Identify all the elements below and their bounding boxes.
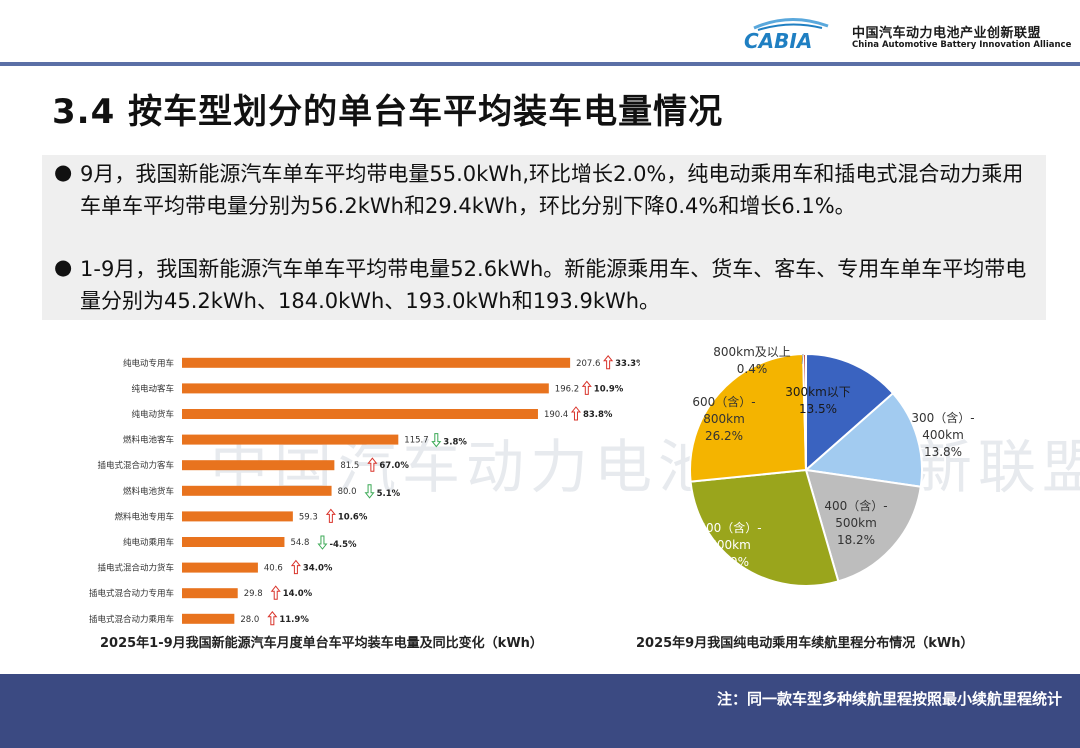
category-label: 纯电动客车 xyxy=(131,383,174,394)
pie-chart-caption: 2025年9月我国纯电动乘用车续航里程分布情况（kWh） xyxy=(636,636,974,651)
value-label: 54.8 xyxy=(290,538,309,548)
bar xyxy=(182,537,285,547)
footer: 注：同一款车型多种续航里程按照最小续航里程统计 xyxy=(0,674,1080,748)
bar xyxy=(182,409,538,419)
category-label: 纯电动专用车 xyxy=(123,358,174,369)
yoy-change-label: 11.9% xyxy=(279,615,309,625)
arrow-up-icon xyxy=(581,380,592,395)
arrow-up-icon xyxy=(267,610,278,626)
pie-chart: 300km以下 13.5% 300（含）-400km 13.8% 400（含）-500k… xyxy=(689,345,975,587)
leader-line xyxy=(801,353,804,365)
arrow-up-icon xyxy=(290,559,301,575)
category-label: 纯电动货车 xyxy=(131,409,174,420)
category-label: 插电式混合动力客车 xyxy=(97,460,174,471)
pie-slice xyxy=(804,468,922,583)
category-label: 燃料电池货车 xyxy=(123,486,174,497)
category-label: 燃料电池专用车 xyxy=(114,511,174,522)
yoy-change-label: 83.8% xyxy=(583,410,613,420)
summary-paragraph-2: 1-9月，我国新能源汽车单车平均带电量52.6kWh。新能源乘用车、货车、客车、… xyxy=(80,257,1027,313)
value-label: 40.6 xyxy=(264,564,283,574)
pie-slice-label: 600（含）-800km 26.2% xyxy=(692,394,755,443)
arrow-down-icon xyxy=(431,433,442,448)
pie-slice xyxy=(689,468,840,587)
category-label: 燃料电池客车 xyxy=(123,435,174,446)
yoy-change-label: 10.9% xyxy=(594,384,624,394)
arrow-down-icon xyxy=(364,484,375,499)
pie-slice-label: 400（含）-500km 18.2% xyxy=(824,498,887,547)
pie-slice-label: 300km以下 13.5% xyxy=(785,385,851,416)
bar xyxy=(182,613,235,624)
page-title: 3.4 按车型划分的单台车平均装车电量情况 xyxy=(52,92,724,132)
value-label: 29.8 xyxy=(244,589,263,599)
bar-chart: 纯电动专用车 207.6 33.3% 纯电动客车 196.2 10.9% 纯电动货车 190.… xyxy=(89,354,640,626)
yoy-change-label: 34.0% xyxy=(303,564,333,574)
summary-paragraph-1: 9月，我国新能源汽车单车平均带电量55.0kWh,环比增长2.0%，纯电动乘用车… xyxy=(80,162,1024,218)
category-label: 插电式混合动力乘用车 xyxy=(89,614,174,625)
arrow-up-icon xyxy=(603,354,614,370)
bar-chart-caption: 2025年1-9月我国新能源汽车月度单台车平均装车电量及同比变化（kWh） xyxy=(100,636,543,651)
arrow-up-icon xyxy=(325,508,336,523)
arrow-up-icon xyxy=(367,457,378,472)
value-label: 28.0 xyxy=(240,615,259,625)
bullet-icon: ● xyxy=(54,255,73,279)
logo-text: CABIA xyxy=(744,29,812,53)
header: CABIA 中国汽车动力电池产业创新联盟 China Automotive Ba… xyxy=(0,0,1080,66)
pie-slice-label: 800km及以上 0.4% xyxy=(713,345,791,376)
arrow-up-icon xyxy=(270,585,281,600)
yoy-change-label: -4.5% xyxy=(329,540,357,550)
bar xyxy=(182,434,399,445)
brand-name-en: China Automotive Battery Innovation Alli… xyxy=(852,40,1072,50)
value-label: 190.4 xyxy=(544,410,568,420)
bar xyxy=(182,588,238,599)
bullet-icon: ● xyxy=(54,160,73,184)
bar xyxy=(182,460,335,471)
value-label: 196.2 xyxy=(555,384,579,394)
pie-slice xyxy=(805,352,895,473)
header-divider xyxy=(0,62,1080,66)
yoy-change-label: 10.6% xyxy=(338,512,368,522)
value-label: 81.5 xyxy=(340,461,359,471)
bar xyxy=(182,562,258,573)
bar xyxy=(182,383,549,394)
bar xyxy=(182,357,571,368)
pie-slice-label: 500（含）-600km 27.9% xyxy=(698,520,761,569)
arrow-up-icon xyxy=(570,406,582,421)
summary-box: ● 9月，我国新能源汽车单车平均带电量55.0kWh,环比增长2.0%，纯电动乘… xyxy=(42,155,1046,320)
category-label: 插电式混合动力货车 xyxy=(97,563,174,574)
yoy-change-label: 67.0% xyxy=(379,461,409,471)
value-label: 207.6 xyxy=(576,359,600,369)
category-label: 插电式混合动力专用车 xyxy=(89,588,174,599)
bar xyxy=(182,511,293,522)
bar xyxy=(182,485,332,496)
arrow-down-icon xyxy=(317,535,328,550)
category-label: 纯电动乘用车 xyxy=(123,537,174,548)
pie-slice xyxy=(689,353,808,483)
pie-slice-label: 300（含）-400km 13.8% xyxy=(911,410,974,459)
value-label: 59.3 xyxy=(299,512,318,522)
cabia-logo: CABIA xyxy=(744,17,829,53)
yoy-change-label: 14.0% xyxy=(283,589,313,599)
yoy-change-label: 33.3% xyxy=(615,359,640,369)
pie-slice xyxy=(803,391,923,488)
brand-name-cn: 中国汽车动力电池产业创新联盟 xyxy=(852,26,1042,41)
yoy-change-label: 3.8% xyxy=(443,438,467,448)
value-label: 80.0 xyxy=(338,487,357,497)
yoy-change-label: 5.1% xyxy=(377,489,401,499)
value-label: 115.7 xyxy=(404,436,428,446)
footer-note: 注：同一款车型多种续航里程按照最小续航里程统计 xyxy=(716,690,1062,708)
